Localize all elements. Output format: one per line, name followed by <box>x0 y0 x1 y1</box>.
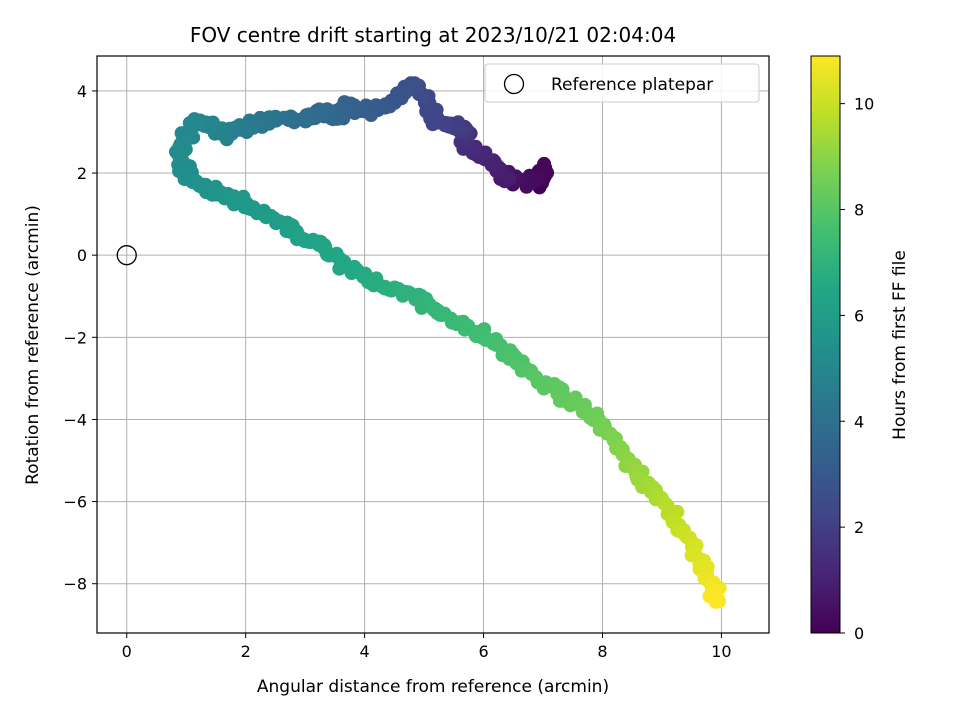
colorbar-tick-label: 10 <box>854 95 874 114</box>
y-axis-ticks: −8 −6 −4 −2 0 2 4 <box>63 82 97 594</box>
x-tick-label: 2 <box>241 642 251 661</box>
y-tick-label: −2 <box>63 328 87 347</box>
y-tick-label: 2 <box>77 164 87 183</box>
x-axis-ticks: 0 2 4 6 8 10 <box>122 633 732 661</box>
data-point <box>226 197 241 212</box>
data-points <box>169 76 727 609</box>
grid <box>97 56 769 633</box>
y-tick-label: 4 <box>77 82 87 101</box>
colorbar-tick-label: 2 <box>854 518 864 537</box>
legend-box <box>484 63 760 103</box>
y-axis-label: Rotation from reference (arcmin) <box>23 205 43 485</box>
x-tick-label: 6 <box>478 642 488 661</box>
colorbar-tick-label: 8 <box>854 201 864 220</box>
legend-entry-reference: Reference platepar <box>551 75 713 95</box>
y-tick-label: −8 <box>63 575 87 594</box>
y-tick-label: −4 <box>63 410 87 429</box>
colorbar-tick-label: 6 <box>854 306 864 325</box>
legend: Reference platepar <box>484 63 760 103</box>
plot-frame <box>96 55 770 634</box>
y-tick-label: 0 <box>77 246 87 265</box>
colorbar-gradient <box>810 55 841 634</box>
x-tick-label: 0 <box>122 642 132 661</box>
colorbar-label: Hours from first FF file <box>890 250 910 440</box>
x-axis-label: Angular distance from reference (arcmin) <box>257 677 609 697</box>
x-tick-label: 10 <box>711 642 731 661</box>
x-tick-label: 8 <box>597 642 607 661</box>
reference-platepar-marker <box>116 245 137 266</box>
colorbar-tick-label: 4 <box>854 412 864 431</box>
data-point <box>332 261 347 276</box>
data-point <box>711 593 726 608</box>
colorbar: 0 2 4 6 8 10 Hours from first FF file <box>810 55 910 643</box>
chart-title: FOV centre drift starting at 2023/10/21 … <box>190 23 676 47</box>
data-point <box>502 171 517 186</box>
x-tick-label: 4 <box>360 642 370 661</box>
plot-background <box>97 56 769 633</box>
y-tick-label: −6 <box>63 493 87 512</box>
legend-marker-reference <box>503 73 525 95</box>
reference-layer <box>116 245 137 266</box>
colorbar-tick-label: 0 <box>854 624 864 643</box>
colorbar-ticks: 0 2 4 6 8 10 <box>840 95 874 643</box>
